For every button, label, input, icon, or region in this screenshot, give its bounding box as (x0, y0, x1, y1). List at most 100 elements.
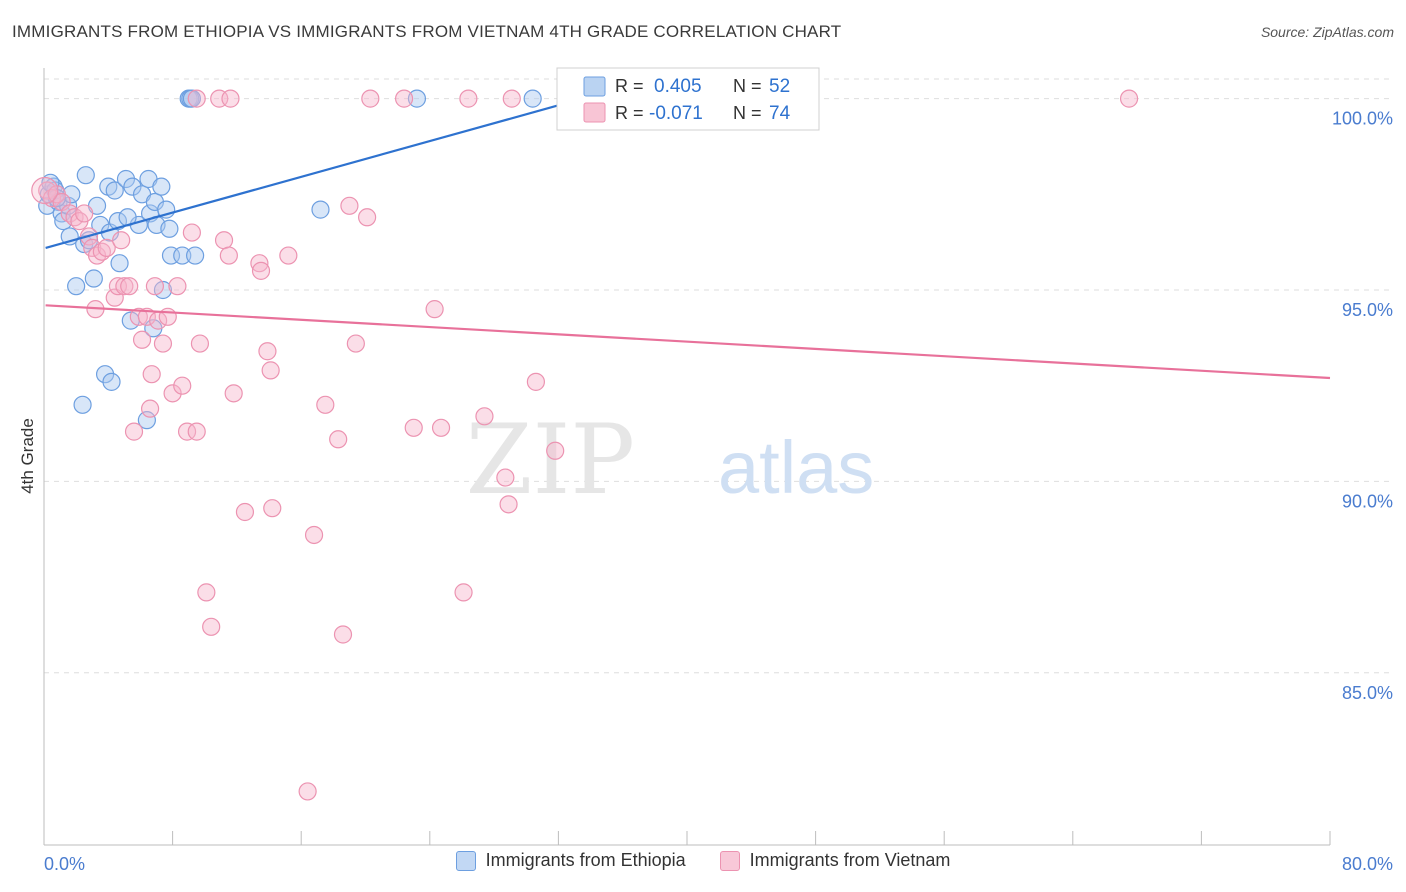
legend-n-label-1: N = (733, 76, 762, 96)
ethiopia-point (173, 246, 192, 265)
vietnam-point (145, 277, 165, 296)
legend-r-label-2: R = (615, 103, 644, 123)
source-credit: Source: ZipAtlas.com (1260, 24, 1394, 40)
legend-swatch-ethiopia-bottom (455, 850, 476, 871)
legend-r-value-2: -0.071 (649, 103, 703, 124)
legend-n-value-2: 74 (769, 103, 791, 124)
vietnam-point (361, 89, 380, 108)
x-axis-ticks (43, 831, 1331, 845)
vietnam-point (298, 782, 317, 801)
vietnam-point (153, 334, 173, 353)
vietnam-point (316, 395, 335, 414)
ethiopia-point (108, 212, 128, 231)
watermark: ZIP atlas (466, 404, 875, 516)
legend-r-label-1: R = (615, 76, 644, 96)
vietnam-point (224, 384, 243, 403)
vietnam-point (329, 430, 348, 449)
vietnam-point (137, 307, 156, 326)
vietnam-point (263, 499, 282, 518)
vietnam-point (190, 334, 210, 353)
ethiopia-point (123, 177, 142, 196)
vietnam-point (279, 246, 298, 265)
vietnam-point (250, 254, 269, 273)
y-tick-label: 90.0% (1342, 491, 1393, 511)
legend-label-ethiopia: Immigrants from Ethiopia (485, 850, 686, 870)
vietnam-point (182, 223, 201, 242)
ethiopia-point (311, 200, 330, 219)
vietnam-point (187, 422, 206, 441)
ethiopia-point (105, 181, 124, 200)
legend-item-vietnam: Immigrants from Vietnam (719, 850, 950, 871)
vietnam-point (358, 208, 377, 227)
stats-legend: R = 0.405 N = 52 R = -0.071 N = 74 (556, 67, 820, 131)
ethiopia-trend-line (45, 97, 583, 249)
x-min-label: 0.0% (44, 854, 85, 874)
vietnam-point (546, 441, 565, 460)
ethiopia-point (67, 277, 86, 296)
ethiopia-point (62, 185, 81, 204)
x-max-label: 80.0% (1342, 854, 1393, 874)
vietnam-point (496, 468, 515, 487)
ethiopia-point (102, 372, 121, 391)
vietnam-point (163, 384, 182, 403)
watermark-zip: ZIP (466, 404, 635, 516)
legend-r-value-1: 0.405 (654, 76, 702, 97)
ethiopia-point (73, 395, 92, 414)
vietnam-point (115, 277, 134, 296)
vietnam-point (177, 422, 197, 441)
vietnam-point (340, 196, 359, 215)
legend-n-value-1: 52 (769, 76, 790, 97)
legend-n-label-2: N = (733, 103, 762, 123)
vietnam-point (261, 361, 280, 380)
vietnam-point (258, 342, 277, 361)
y-tick-labels: 85.0% 90.0% 95.0% 100.0% (1332, 109, 1393, 703)
vietnam-point (140, 399, 160, 418)
vietnam-point (120, 277, 139, 296)
vietnam-point (112, 231, 131, 250)
axes (43, 68, 1330, 846)
ethiopia-point (182, 89, 201, 108)
vietnam-point (235, 502, 255, 522)
vietnam-trend-line (45, 304, 1331, 380)
vietnam-point (187, 89, 206, 108)
watermark-atlas: atlas (718, 426, 874, 509)
vietnam-point (475, 407, 494, 426)
vietnam-point (75, 204, 94, 223)
vietnam-point (425, 300, 444, 319)
vietnam-point (97, 238, 116, 257)
y-tick-label: 100.0% (1332, 109, 1393, 129)
vietnam-point (394, 89, 414, 108)
legend-swatch-vietnam-bottom (719, 850, 740, 871)
ethiopia-point (523, 89, 542, 108)
vietnam-point (219, 246, 238, 265)
ethiopia-point (76, 166, 95, 185)
vietnam-point (214, 231, 234, 250)
y-axis-label: 4th Grade (18, 418, 37, 494)
vietnam-point (251, 261, 271, 280)
vietnam-point (132, 330, 152, 349)
vietnam-point (221, 89, 240, 108)
y-tick-label: 85.0% (1342, 683, 1393, 703)
trend-lines (45, 97, 1331, 380)
ethiopia-point (84, 269, 103, 288)
legend-swatch-ethiopia (583, 76, 606, 97)
chart-title: IMMIGRANTS FROM ETHIOPIA VS IMMIGRANTS F… (12, 22, 842, 41)
vietnam-point (197, 583, 216, 602)
ethiopia-point (407, 89, 427, 108)
vietnam-point (124, 422, 144, 441)
vietnam-point (346, 334, 365, 353)
ethiopia-point (137, 411, 156, 430)
vietnam-point (454, 583, 473, 602)
vietnam-point (168, 277, 187, 296)
ethiopia-point (110, 254, 129, 273)
vietnam-point (304, 525, 324, 545)
legend-swatch-vietnam (583, 102, 606, 123)
vietnam-point (142, 365, 161, 384)
vietnam-point (1119, 89, 1139, 108)
legend-item-ethiopia: Immigrants from Ethiopia (455, 850, 686, 871)
vietnam-point (431, 418, 451, 437)
vietnam-point (173, 376, 192, 395)
gridlines (44, 78, 1393, 674)
vietnam-point (499, 495, 518, 514)
